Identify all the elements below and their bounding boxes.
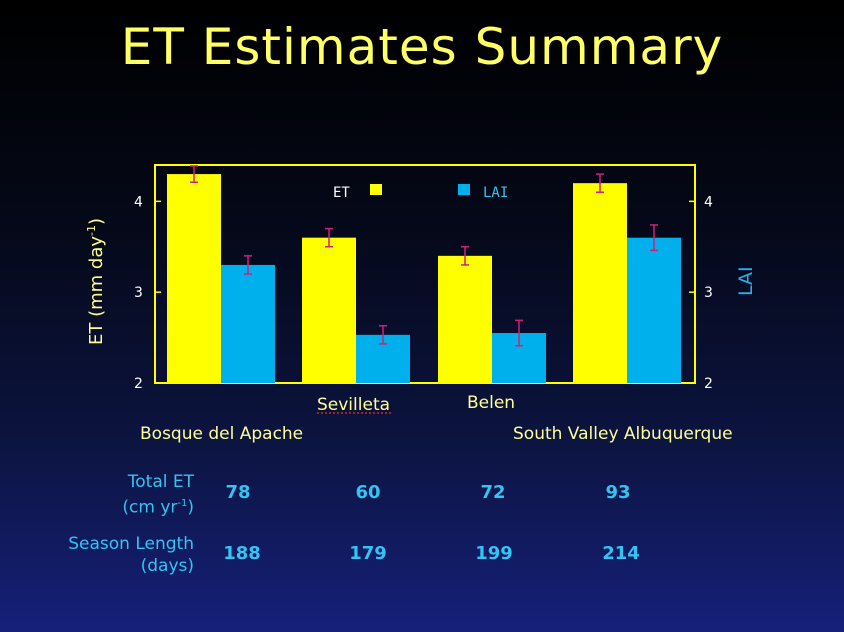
season-length-label-line2: (days)	[140, 556, 194, 576]
category-label-sevilleta: Sevilleta	[317, 395, 390, 415]
legend-lai-swatch	[458, 184, 470, 195]
slide-title: ET Estimates Summary	[120, 18, 724, 76]
plot-frame	[154, 164, 696, 384]
error-bar-et-belen	[461, 246, 469, 266]
total-et-value-south-valley: 93	[605, 482, 631, 503]
y-tick-label-right-2: 2	[704, 376, 713, 392]
legend-et-swatch	[370, 184, 382, 195]
total-et-label: Total ET (cm yr-1)	[4, 471, 194, 519]
total-et-label-line2: (cm yr-1)	[122, 497, 194, 518]
season-length-value-south-valley: 214	[602, 543, 640, 564]
season-length-label-line1: Season Length	[68, 534, 194, 554]
y-tick-label-left-2: 2	[134, 376, 143, 392]
total-et-value-sevilleta: 60	[355, 482, 381, 503]
error-bar-et-bosque	[190, 165, 198, 184]
season-length-value-bosque: 188	[223, 543, 261, 564]
legend-et-label: ET	[333, 185, 350, 201]
category-label-bosque: Bosque del Apache	[140, 424, 303, 444]
error-bar-lai-sevilleta	[379, 325, 387, 345]
y-tick-label-right-3: 3	[704, 285, 713, 301]
y-axis-label-left: ET (mm day-1)	[85, 218, 107, 345]
bar-lai-bosque	[221, 264, 275, 383]
category-label-south-valley: South Valley Albuquerque	[513, 424, 733, 444]
total-et-value-bosque: 78	[225, 482, 251, 503]
y-tick-label-left-4: 4	[134, 194, 143, 210]
y-tick-label-right-4: 4	[704, 194, 713, 210]
error-bar-lai-belen	[515, 319, 523, 347]
total-et-value-belen: 72	[480, 482, 506, 503]
error-bar-lai-south-valley	[650, 224, 658, 252]
bar-et-belen	[438, 255, 492, 383]
season-length-value-sevilleta: 179	[349, 543, 387, 564]
y-tick-label-left-3: 3	[134, 285, 143, 301]
y-axis-label-right: LAI	[735, 266, 757, 296]
error-bar-et-south-valley	[596, 173, 604, 193]
season-length-label: Season Length (days)	[4, 533, 194, 577]
category-label-belen: Belen	[467, 393, 515, 413]
bar-et-bosque	[167, 174, 221, 383]
error-bar-et-sevilleta	[325, 227, 333, 248]
error-bar-lai-bosque	[244, 255, 252, 275]
bar-lai-south-valley	[627, 237, 681, 383]
total-et-label-line1: Total ET	[127, 472, 194, 492]
bar-et-south-valley	[573, 183, 627, 383]
season-length-value-belen: 199	[475, 543, 513, 564]
bar-et-sevilleta	[302, 237, 356, 383]
legend-lai-label: LAI	[483, 185, 508, 201]
